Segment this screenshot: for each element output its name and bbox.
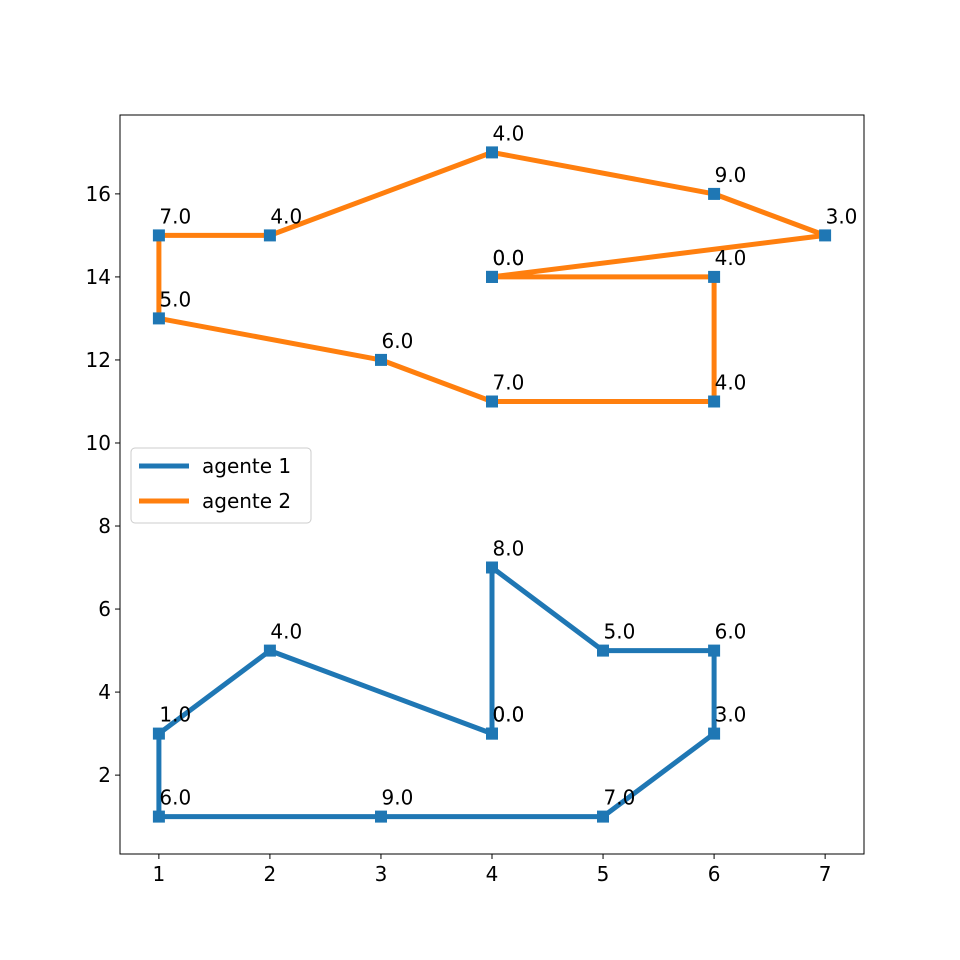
point-label: 0.0 bbox=[493, 703, 525, 727]
x-tick-label: 7 bbox=[819, 862, 832, 886]
x-tick-label: 2 bbox=[264, 862, 277, 886]
point-label: 5.0 bbox=[159, 287, 191, 311]
series-2-marker bbox=[819, 229, 832, 242]
point-label: 0.0 bbox=[493, 703, 525, 727]
point-label: 5.0 bbox=[604, 620, 636, 644]
series-2-marker bbox=[375, 353, 387, 366]
series-1-marker bbox=[708, 644, 721, 657]
y-tick-label: 12 bbox=[86, 348, 111, 372]
series-1-marker bbox=[263, 644, 276, 657]
series-2-marker bbox=[263, 229, 276, 242]
y-tick-label: 16 bbox=[86, 182, 111, 206]
point-label: 4.0 bbox=[270, 620, 302, 644]
series-2-marker bbox=[708, 270, 721, 283]
point-label: 7.0 bbox=[604, 786, 636, 810]
series-line-2 bbox=[156, 149, 828, 404]
x-tick-label: 4 bbox=[486, 862, 499, 886]
y-tick-label: 4 bbox=[98, 680, 111, 704]
point-label: 8.0 bbox=[493, 537, 525, 561]
series-1-marker bbox=[375, 810, 387, 823]
series-1-marker bbox=[597, 810, 609, 823]
point-label: 4.0 bbox=[715, 371, 747, 395]
point-label: 4.0 bbox=[270, 204, 302, 228]
point-label: 9.0 bbox=[715, 163, 747, 187]
point-label: 0.0 bbox=[493, 246, 525, 270]
x-tick-label: 1 bbox=[152, 862, 165, 886]
point-label: 6.0 bbox=[382, 329, 414, 353]
legend-label-agente-1: agente 1 bbox=[202, 454, 291, 478]
series-2-marker bbox=[486, 146, 498, 159]
point-label: 9.0 bbox=[382, 786, 414, 810]
legend-label-agente-2: agente 2 bbox=[202, 489, 291, 513]
point-label: 3.0 bbox=[715, 703, 747, 727]
series-1-marker bbox=[486, 727, 498, 740]
legend: agente 1 agente 2 bbox=[130, 447, 312, 524]
point-label: 4.0 bbox=[715, 246, 747, 270]
point-label: 1.0 bbox=[159, 703, 191, 727]
series-1-marker bbox=[597, 644, 609, 657]
series-2-marker bbox=[708, 187, 721, 200]
series-2-marker bbox=[708, 395, 721, 408]
point-labels: 0.04.01.06.0 9.0 7.03.06.05.08.00.00.0 4.04… bbox=[159, 121, 857, 809]
series-1-marker bbox=[486, 561, 498, 574]
series-1-marker bbox=[708, 727, 721, 740]
x-tick-label: 3 bbox=[375, 862, 388, 886]
series-2-marker bbox=[486, 395, 498, 408]
series-2-marker bbox=[486, 270, 498, 283]
point-label: 3.0 bbox=[826, 204, 858, 228]
x-tick-label: 5 bbox=[597, 862, 610, 886]
y-tick-label: 14 bbox=[86, 265, 111, 289]
point-label: 7.0 bbox=[159, 204, 191, 228]
point-label: 4.0 bbox=[493, 121, 525, 145]
y-tick-label: 8 bbox=[98, 514, 111, 538]
point-label: 0.0 bbox=[493, 246, 525, 270]
point-label: 7.0 bbox=[493, 371, 525, 395]
series-layer bbox=[152, 146, 832, 823]
point-label: 6.0 bbox=[159, 786, 191, 810]
point-label: 6.0 bbox=[715, 620, 747, 644]
series-1-marker bbox=[152, 727, 165, 740]
y-tick-label: 10 bbox=[86, 431, 111, 455]
y-tick-label: 6 bbox=[98, 597, 111, 621]
series-1-marker bbox=[152, 810, 165, 823]
y-tick-label: 2 bbox=[98, 763, 111, 787]
series-2-marker bbox=[152, 312, 165, 325]
series-2-marker bbox=[152, 229, 165, 242]
x-tick-label: 6 bbox=[708, 862, 721, 886]
